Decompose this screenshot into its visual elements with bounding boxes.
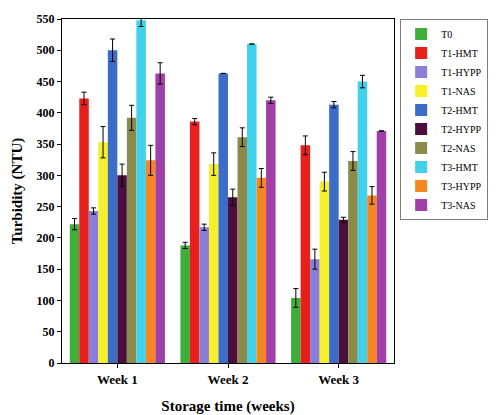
svg-text:T3-HMT: T3-HMT bbox=[441, 162, 478, 173]
svg-text:T3-HYPP: T3-HYPP bbox=[441, 181, 481, 192]
svg-text:500: 500 bbox=[37, 43, 55, 57]
svg-text:T1-HMT: T1-HMT bbox=[441, 48, 478, 59]
svg-text:T1-HYPP: T1-HYPP bbox=[441, 67, 481, 78]
svg-text:150: 150 bbox=[37, 262, 55, 276]
svg-text:200: 200 bbox=[37, 231, 55, 245]
svg-text:400: 400 bbox=[37, 106, 55, 120]
svg-text:450: 450 bbox=[37, 75, 55, 89]
svg-text:300: 300 bbox=[37, 169, 55, 183]
svg-text:350: 350 bbox=[37, 137, 55, 151]
svg-text:Week 1: Week 1 bbox=[97, 372, 138, 387]
svg-text:Week 3: Week 3 bbox=[318, 372, 359, 387]
svg-text:T1-NAS: T1-NAS bbox=[441, 86, 475, 97]
svg-text:250: 250 bbox=[37, 200, 55, 214]
svg-text:T3-NAS: T3-NAS bbox=[441, 200, 475, 211]
svg-text:Storage time (weeks): Storage time (weeks) bbox=[161, 398, 294, 415]
svg-text:0: 0 bbox=[49, 356, 55, 370]
svg-text:T2-NAS: T2-NAS bbox=[441, 143, 475, 154]
svg-text:T2-HMT: T2-HMT bbox=[441, 105, 478, 116]
svg-text:Turbidity (NTU): Turbidity (NTU) bbox=[9, 138, 26, 245]
svg-text:T0: T0 bbox=[441, 29, 452, 40]
svg-text:50: 50 bbox=[43, 325, 55, 339]
svg-text:Week 2: Week 2 bbox=[208, 372, 249, 387]
svg-text:100: 100 bbox=[37, 294, 55, 308]
svg-text:550: 550 bbox=[37, 12, 55, 26]
svg-text:T2-HYPP: T2-HYPP bbox=[441, 124, 481, 135]
